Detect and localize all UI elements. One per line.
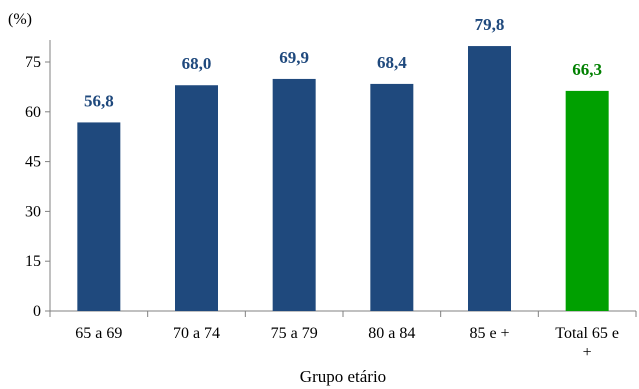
y-tick-label: 30 <box>25 203 41 220</box>
y-tick-label: 15 <box>25 253 41 270</box>
value-labels: 56,8 68,0 69,9 68,4 79,8 66,3 <box>84 15 602 110</box>
bars <box>77 46 609 312</box>
category-label: 65 a 69 <box>75 325 122 342</box>
y-unit-label: (%) <box>8 11 32 28</box>
y-tick-label: 75 <box>25 54 41 71</box>
y-tick-label: 60 <box>25 104 41 121</box>
y-axis: 0 15 30 45 60 75 <box>25 40 51 320</box>
value-label: 68,0 <box>182 54 212 73</box>
bar <box>468 46 511 312</box>
value-label: 68,4 <box>377 53 407 72</box>
bar <box>77 122 121 311</box>
x-axis <box>49 310 637 317</box>
bar <box>272 78 316 311</box>
value-label: 79,8 <box>475 15 505 34</box>
y-tick-label: 0 <box>33 303 41 320</box>
category-labels: 65 a 69 70 a 74 75 a 79 80 a 84 85 e + Total … <box>75 325 619 361</box>
bar <box>175 85 218 312</box>
y-tick-label: 45 <box>25 154 41 171</box>
category-label: 75 a 79 <box>271 325 318 342</box>
category-label: Total 65 e + <box>555 325 619 361</box>
category-label: 70 a 74 <box>173 325 220 342</box>
bar <box>565 90 609 311</box>
value-label: 56,8 <box>84 91 114 110</box>
category-label: 85 e + <box>469 325 509 342</box>
bar <box>370 83 414 311</box>
value-label: 66,3 <box>572 60 602 79</box>
value-label: 69,9 <box>279 48 309 67</box>
x-axis-title: Grupo etário <box>300 367 386 386</box>
category-label: 80 a 84 <box>368 325 415 342</box>
